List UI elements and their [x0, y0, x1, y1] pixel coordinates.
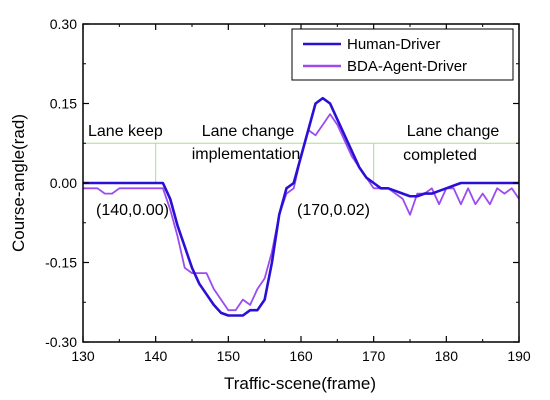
legend: Human-Driver BDA-Agent-Driver — [291, 28, 514, 81]
legend-label-human-driver: Human-Driver — [347, 36, 440, 53]
x-tick-label-130: 130 — [71, 348, 95, 364]
legend-label-bda-agent-driver: BDA-Agent-Driver — [347, 58, 467, 75]
annotation-lane-change-implementation-line1: Lane change — [202, 123, 295, 140]
tick-labels: 130 140 150 160 170 180 190 -0.30 -0.15 0.00 0.15 0… — [45, 16, 531, 364]
x-tick-label-190: 190 — [507, 348, 531, 364]
x-axis-title: Traffic-scene(frame) — [224, 374, 376, 393]
series-line-human-driver — [83, 96, 519, 317]
x-tick-label-140: 140 — [144, 348, 168, 364]
y-tick-label-0: -0.30 — [45, 334, 77, 350]
y-axis-title: Course-angle(rad) — [9, 114, 28, 252]
y-tick-label-3: 0.15 — [50, 96, 77, 112]
x-tick-label-170: 170 — [362, 348, 386, 364]
x-tick-label-180: 180 — [435, 348, 459, 364]
annotation-lane-change-implementation-line2: implementation — [192, 146, 301, 163]
annotation-lane-change-completed-line2: completed — [403, 147, 477, 164]
y-tick-label-2: 0.00 — [50, 175, 77, 191]
axis-ticks — [82, 23, 520, 343]
y-tick-label-1: -0.15 — [45, 255, 77, 271]
series-lines — [83, 96, 520, 317]
annotation-point-170: (170,0.02) — [297, 202, 370, 219]
y-tick-label-4: 0.30 — [50, 16, 77, 32]
x-tick-label-160: 160 — [289, 348, 313, 364]
annotation-lane-keep: Lane keep — [88, 123, 163, 140]
guide-lines — [83, 142, 519, 183]
x-tick-label-150: 150 — [217, 348, 241, 364]
annotation-lane-change-completed-line1: Lane change — [407, 123, 500, 140]
legend-box — [291, 28, 514, 81]
annotation-point-140: (140,0.00) — [96, 202, 169, 219]
